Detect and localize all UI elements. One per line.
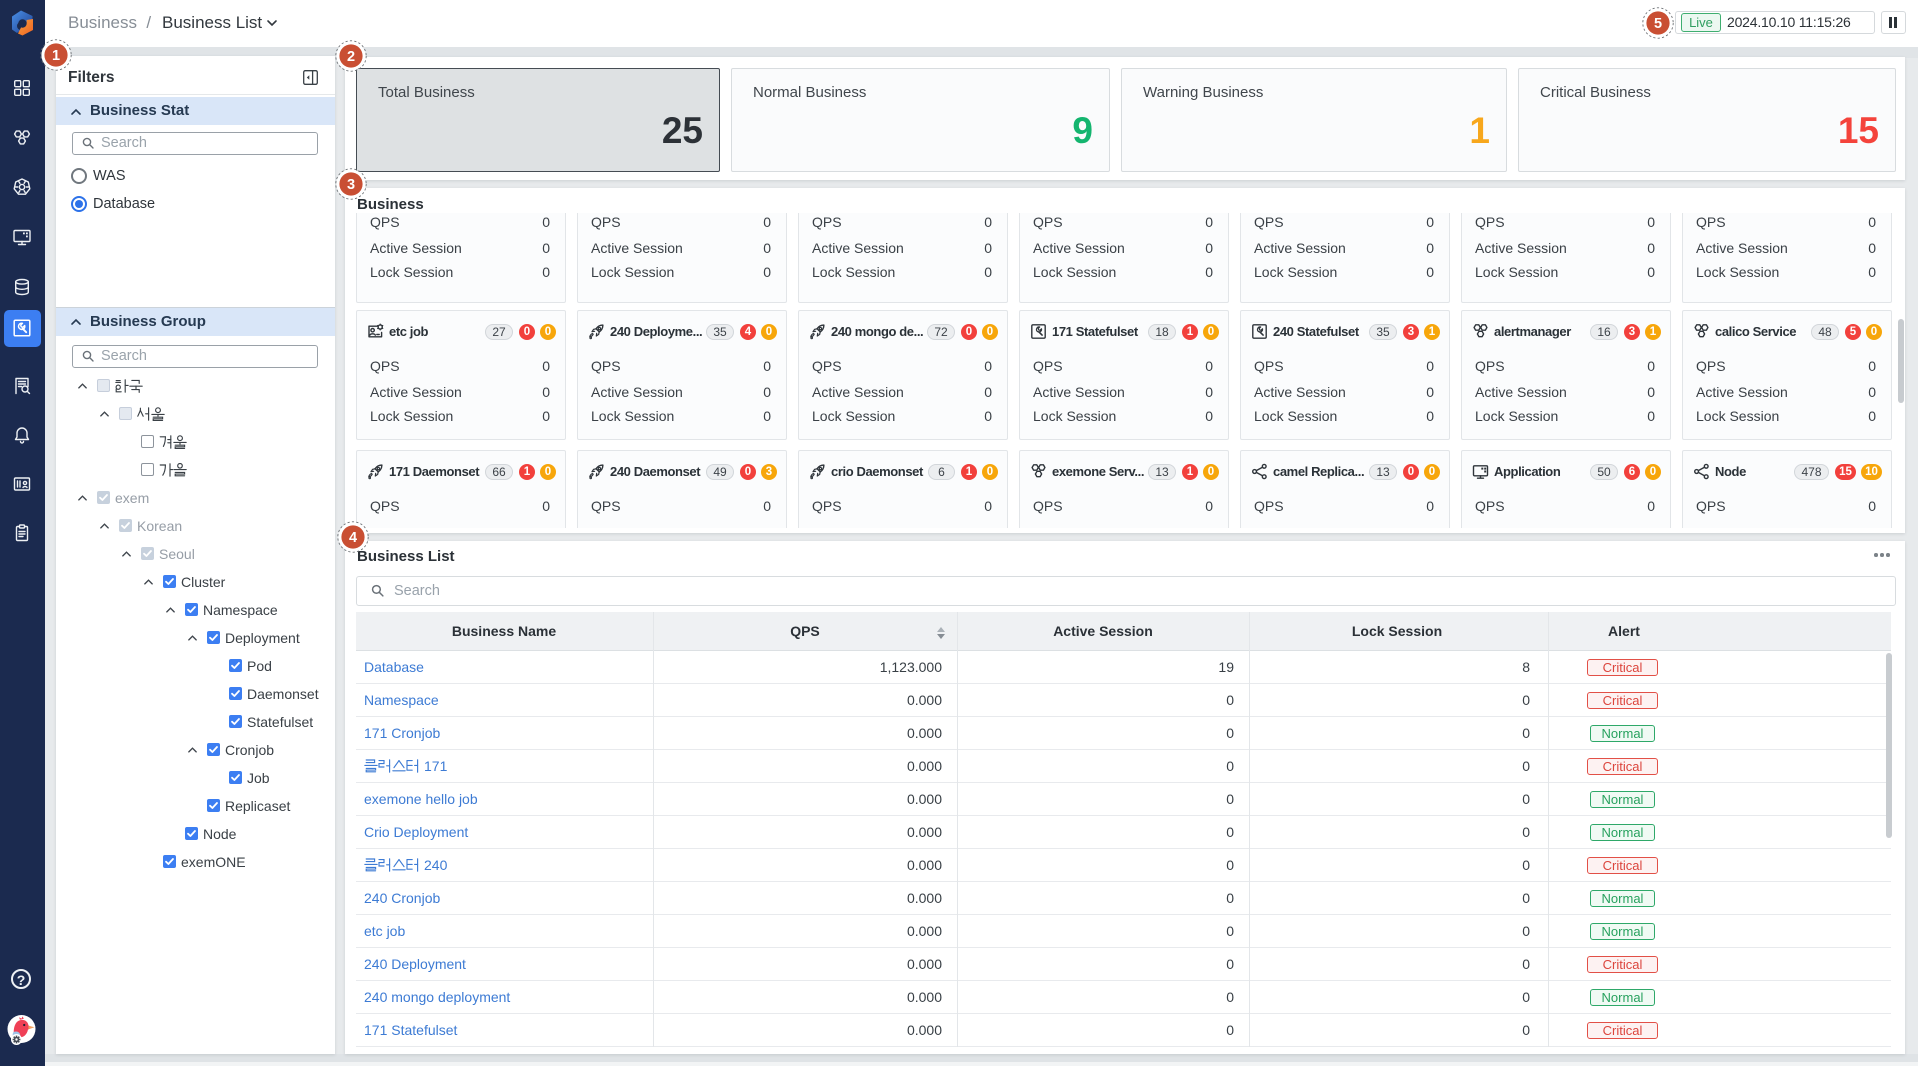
svg-text:1: 1 — [52, 48, 60, 64]
svg-text:2: 2 — [347, 49, 355, 65]
svg-text:3: 3 — [347, 177, 355, 193]
svg-text:5: 5 — [1654, 16, 1662, 32]
svg-text:4: 4 — [349, 530, 357, 546]
